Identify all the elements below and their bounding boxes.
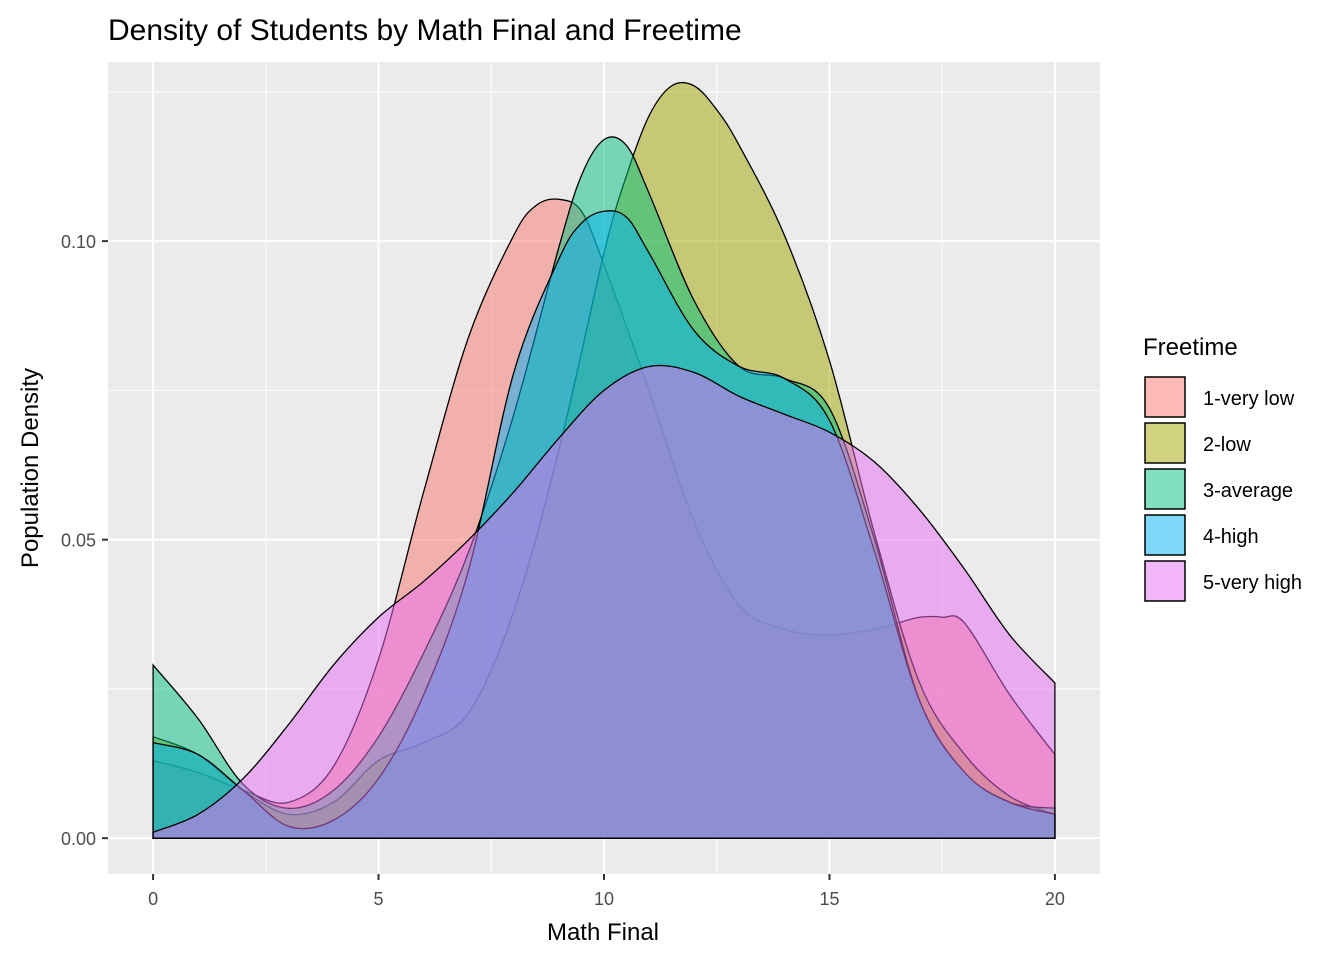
tick-labels: 0 5 10 15 20 0.00 0.05 0.10	[61, 232, 1065, 909]
legend-label: 1-very low	[1203, 388, 1295, 410]
legend-title: Freetime	[1143, 334, 1238, 361]
legend-item: 4-high	[1144, 514, 1259, 556]
legend-item: 1-very low	[1144, 376, 1295, 418]
legend-item: 2-low	[1144, 422, 1251, 464]
legend-swatch	[1144, 376, 1186, 418]
axis-ticks	[102, 240, 1056, 880]
x-tick-label: 10	[594, 889, 614, 909]
y-axis-title: Population Density	[17, 368, 44, 568]
density-areas	[152, 81, 1056, 839]
chart-title: Density of Students by Math Final and Fr…	[108, 14, 742, 47]
legend-label: 3-average	[1203, 480, 1293, 502]
y-tick-label: 0.10	[61, 232, 96, 252]
legend-swatch	[1144, 422, 1186, 464]
legend-items: 1-very low 2-low 3-average 4-high 5-very hig…	[1144, 376, 1302, 602]
legend-label: 4-high	[1203, 526, 1259, 548]
density-area-5-very-high	[152, 364, 1056, 839]
legend-label: 2-low	[1203, 434, 1251, 456]
x-tick-label: 0	[148, 889, 158, 909]
x-tick-label: 20	[1045, 889, 1065, 909]
legend-swatch	[1144, 514, 1186, 556]
legend-swatch	[1144, 468, 1186, 510]
x-axis-title: Math Final	[547, 919, 659, 946]
y-tick-label: 0.05	[61, 531, 96, 551]
legend: Freetime 1-very low 2-low 3-average 4-high 5…	[1143, 334, 1302, 602]
y-tick-label: 0.00	[61, 829, 96, 849]
x-tick-label: 15	[819, 889, 839, 909]
legend-swatch	[1144, 560, 1186, 602]
x-tick-label: 5	[374, 889, 384, 909]
legend-item: 5-very high	[1144, 560, 1302, 602]
legend-label: 5-very high	[1203, 572, 1302, 594]
legend-item: 3-average	[1144, 468, 1293, 510]
